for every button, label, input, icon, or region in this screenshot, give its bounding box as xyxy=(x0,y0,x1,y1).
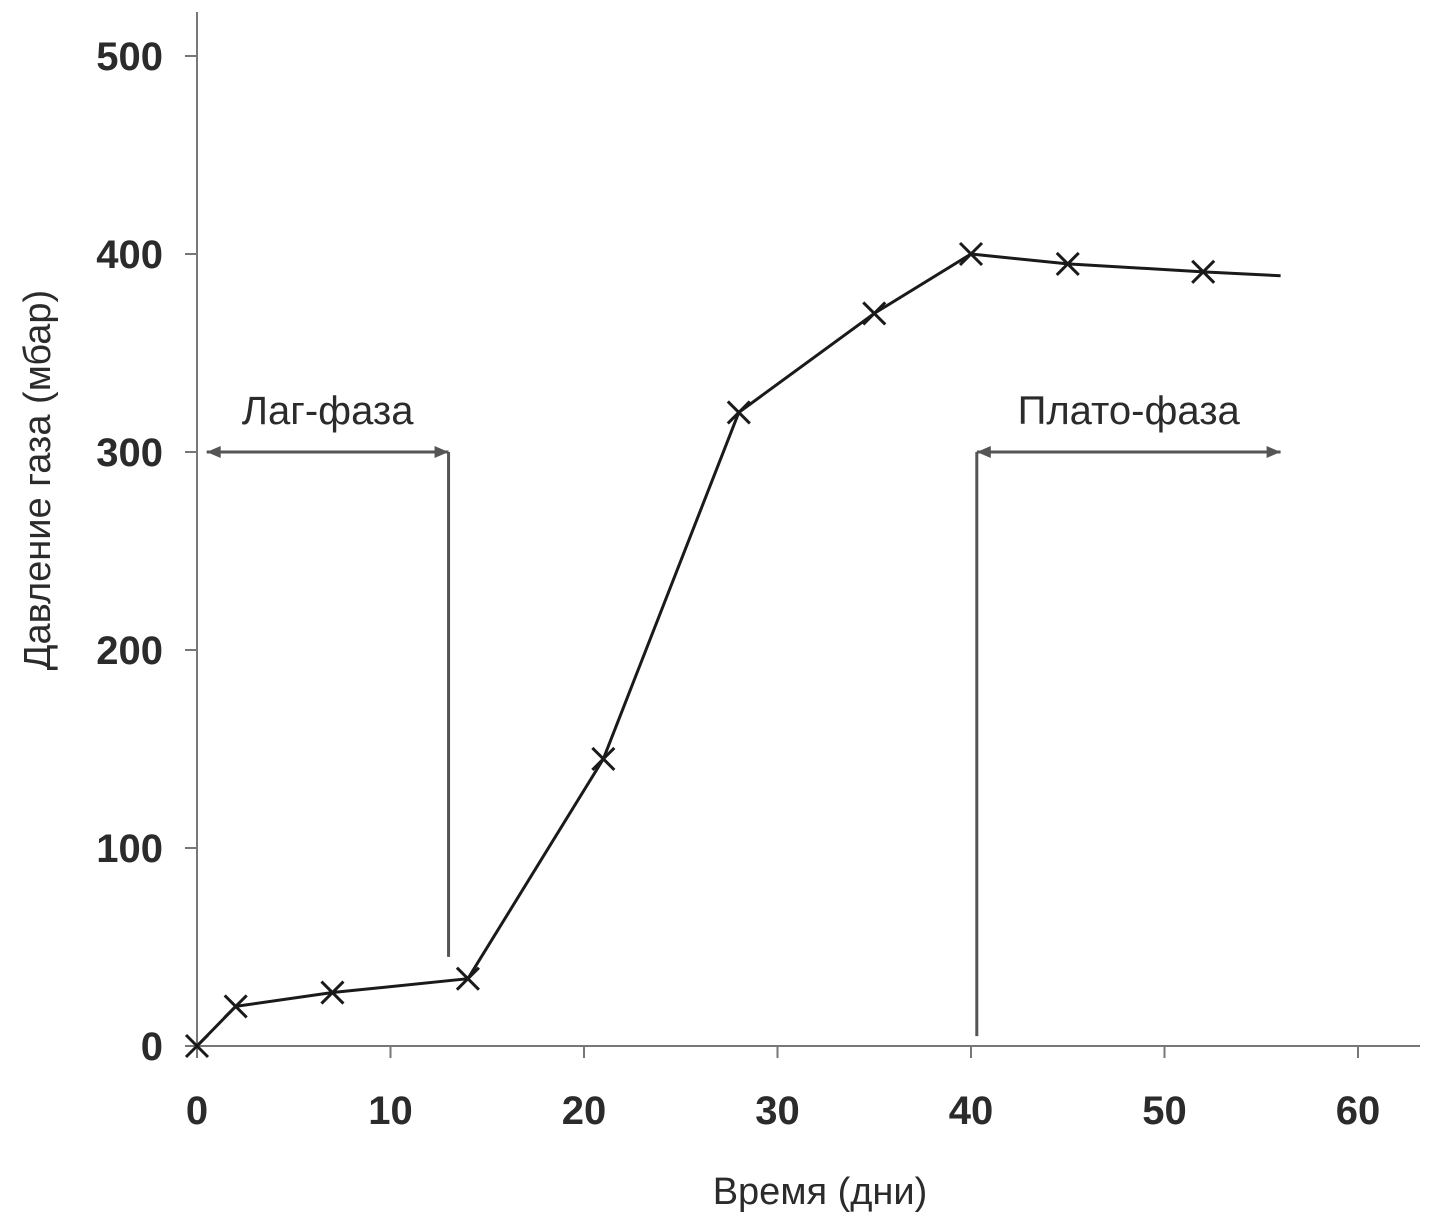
x-marker-stroke xyxy=(1055,251,1080,276)
arrowhead xyxy=(976,446,991,458)
annotation-lag-phase: Лаг-фаза xyxy=(206,389,451,957)
x-tick-label: 60 xyxy=(1336,1089,1381,1133)
axes: 0 10 20 30 40 50 60 0 100 200 300 400 500 xyxy=(96,12,1420,1133)
x-marker-stroke xyxy=(184,1033,210,1059)
x-marker-stroke xyxy=(726,400,751,425)
x-marker-stroke xyxy=(320,980,345,1005)
y-tick-label: 300 xyxy=(96,431,163,475)
data-point xyxy=(1191,259,1216,284)
data-series xyxy=(184,241,1281,1059)
y-tick-label: 500 xyxy=(96,35,163,79)
y-axis-title: Давление газа (мбар) xyxy=(17,290,59,670)
data-point xyxy=(320,980,345,1005)
x-tick-label: 20 xyxy=(562,1089,607,1133)
data-point xyxy=(726,400,751,425)
x-marker-stroke xyxy=(1191,259,1216,284)
data-point xyxy=(223,994,248,1019)
annotation-plateau-phase: Плато-фаза xyxy=(975,389,1281,1037)
arrowhead xyxy=(1266,446,1281,458)
annotation-label: Плато-фаза xyxy=(1018,389,1241,433)
y-tick-label: 400 xyxy=(96,233,163,277)
x-axis-title: Время (дни) xyxy=(713,1171,928,1213)
x-marker-stroke xyxy=(591,746,616,771)
phase-annotations: Лаг-фаза Плато-фаза xyxy=(206,389,1281,1037)
x-marker-stroke xyxy=(862,301,887,326)
arrowhead xyxy=(206,446,221,458)
x-tick-label: 50 xyxy=(1142,1089,1187,1133)
annotation-label: Лаг-фаза xyxy=(242,389,414,433)
y-tick-label: 100 xyxy=(96,827,163,871)
data-point xyxy=(455,966,480,991)
x-tick-label: 10 xyxy=(368,1089,413,1133)
y-tick-label: 0 xyxy=(141,1025,163,1069)
data-point xyxy=(184,1033,210,1059)
y-tick-label: 200 xyxy=(96,629,163,673)
series-line xyxy=(195,252,1281,1048)
x-marker-stroke xyxy=(958,241,984,267)
x-tick-label: 30 xyxy=(755,1089,800,1133)
arrowhead xyxy=(434,446,449,458)
x-tick-label: 0 xyxy=(186,1089,208,1133)
x-tick-label: 40 xyxy=(949,1089,994,1133)
data-point xyxy=(862,301,887,326)
x-marker-stroke xyxy=(223,994,248,1019)
data-point xyxy=(958,241,984,267)
data-point xyxy=(1055,251,1080,276)
data-point xyxy=(591,746,616,771)
x-marker-stroke xyxy=(455,966,480,991)
